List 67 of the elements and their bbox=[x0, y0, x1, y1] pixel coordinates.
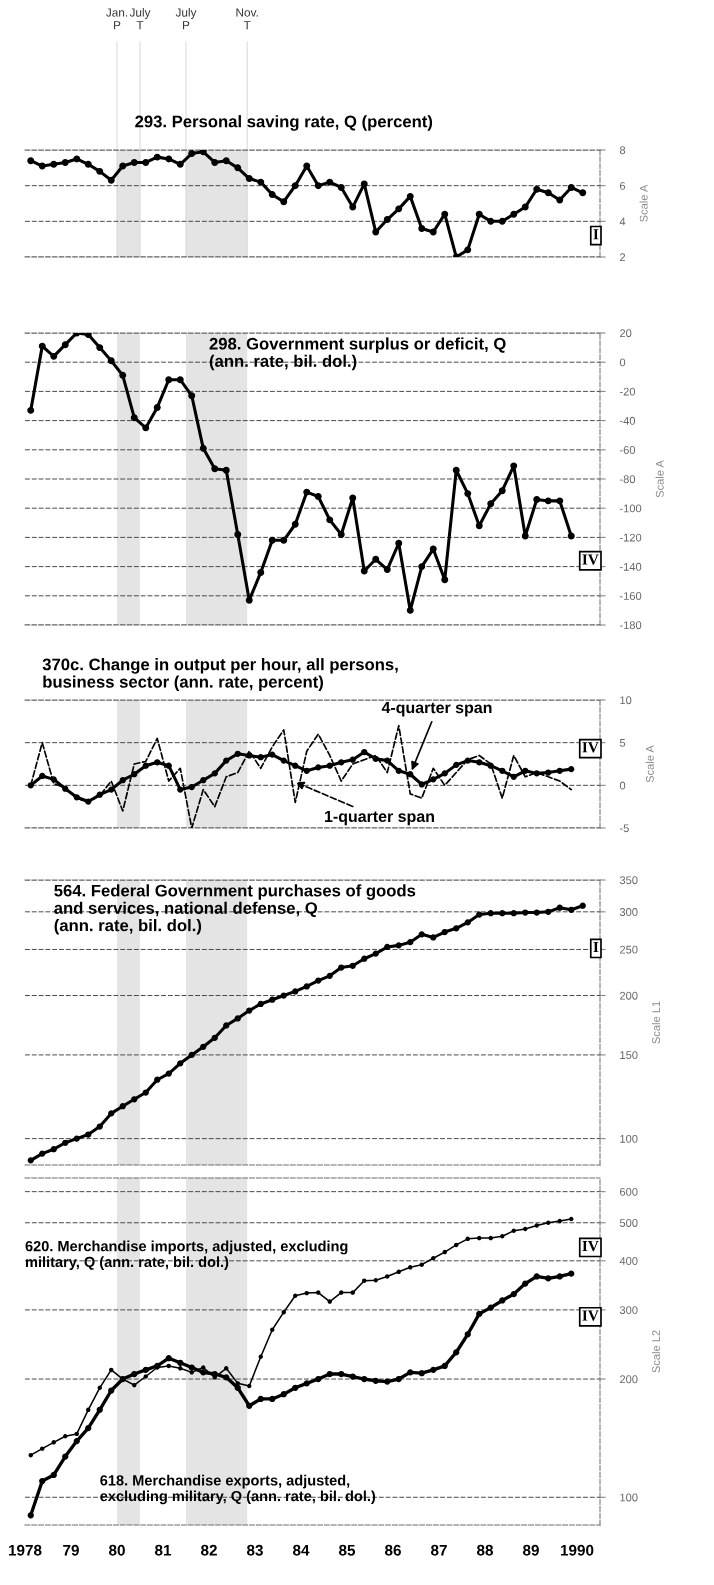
annotation: I bbox=[593, 229, 599, 240]
y-tick-label: 20 bbox=[620, 329, 632, 338]
y-tick-label: -180 bbox=[619, 621, 642, 630]
series-label: 620. Merchandise imports, adjusted, excluding military, Q (ann. rate, bil. dol.) bbox=[25, 1240, 348, 1270]
y-tick-label: 200 bbox=[620, 1375, 638, 1384]
y-tick-label: 8 bbox=[619, 146, 626, 155]
y-tick-label: 2 bbox=[620, 253, 626, 262]
x-tick-label: 83 bbox=[246, 1544, 263, 1556]
annotation: IV bbox=[582, 554, 599, 565]
y-tick-label: 5 bbox=[619, 739, 626, 747]
y-tick-label: 300 bbox=[619, 908, 638, 916]
y-tick-label: -40 bbox=[619, 416, 636, 425]
y-tick-label: -5 bbox=[619, 824, 629, 833]
x-tick-label: 86 bbox=[384, 1544, 401, 1556]
y-tick-label: 600 bbox=[620, 1187, 638, 1196]
y-tick-label: 200 bbox=[620, 991, 638, 1000]
y-tick-label: 6 bbox=[620, 181, 626, 190]
y-axis-title: Scale A bbox=[655, 460, 664, 498]
y-tick-label: 10 bbox=[620, 696, 632, 705]
y-tick-label: 150 bbox=[620, 1051, 638, 1060]
annotation: IV bbox=[582, 1310, 599, 1321]
legend-label: 1-quarter span bbox=[325, 810, 434, 826]
y-tick-label: -80 bbox=[619, 475, 636, 484]
y-tick-label: 100 bbox=[620, 1134, 638, 1143]
y-tick-label: -60 bbox=[619, 446, 636, 454]
ref-line-label: Jan. P bbox=[106, 8, 128, 30]
x-tick-label: 81 bbox=[154, 1544, 172, 1556]
y-tick-label: -140 bbox=[619, 562, 642, 571]
chart-title: 293. Personal saving rate, Q (percent) bbox=[135, 115, 433, 131]
text: 4-quarter span bbox=[381, 702, 492, 717]
y-axis-title: Scale L2 bbox=[651, 1330, 661, 1373]
annotation: IV bbox=[582, 742, 599, 753]
text: 298. Government surplus or deficit, Q (ann. rate, bil. dol.) bbox=[209, 337, 506, 371]
x-tick-label: 89 bbox=[522, 1544, 539, 1556]
x-tick-label: 80 bbox=[108, 1544, 125, 1556]
y-tick-label: -20 bbox=[619, 387, 636, 396]
text: 564. Federal Government purchases of goods and services, national defense, Q (ann. rate, bil. dol.) bbox=[54, 884, 416, 935]
annotation: IV bbox=[582, 1241, 599, 1252]
chart-title: 370c. Change in output per hour, all persons, business sector (ann. rate, percent) bbox=[42, 658, 398, 692]
y-tick-label: 0 bbox=[619, 781, 626, 790]
y-axis-title: Scale A bbox=[645, 745, 654, 783]
x-tick-label: 79 bbox=[63, 1544, 79, 1556]
y-tick-label: -160 bbox=[619, 592, 642, 600]
y-tick-label: 100 bbox=[620, 1493, 638, 1502]
text: 618. Merchandise exports, adjusted, excluding military, Q (ann. rate, bil. dol.) bbox=[100, 1474, 376, 1505]
y-tick-label: 350 bbox=[619, 876, 638, 885]
y-tick-label: 250 bbox=[620, 945, 638, 954]
y-tick-label: 0 bbox=[619, 358, 626, 367]
y-tick-label: 500 bbox=[619, 1219, 638, 1227]
ref-line-label: Nov. T bbox=[236, 8, 258, 30]
y-tick-label: 4 bbox=[619, 217, 626, 226]
x-tick-label: 1990 bbox=[560, 1544, 594, 1556]
annotation: I bbox=[593, 942, 599, 953]
ref-line-label: July T bbox=[129, 8, 151, 30]
x-tick-label: 88 bbox=[476, 1544, 494, 1556]
x-tick-label: 85 bbox=[338, 1544, 356, 1556]
y-axis-title: Scale A bbox=[639, 184, 648, 222]
ref-line-label: July P bbox=[175, 8, 197, 30]
y-tick-label: 300 bbox=[619, 1306, 638, 1315]
x-tick-label: 82 bbox=[200, 1544, 217, 1556]
x-tick-label: 1978 bbox=[8, 1544, 42, 1556]
y-tick-label: 400 bbox=[619, 1257, 638, 1265]
x-tick-label: 84 bbox=[292, 1544, 310, 1556]
y-tick-label: -120 bbox=[619, 533, 642, 542]
y-axis-title: Scale L1 bbox=[651, 1001, 661, 1044]
y-tick-label: -100 bbox=[619, 504, 642, 513]
x-tick-label: 87 bbox=[430, 1544, 447, 1556]
